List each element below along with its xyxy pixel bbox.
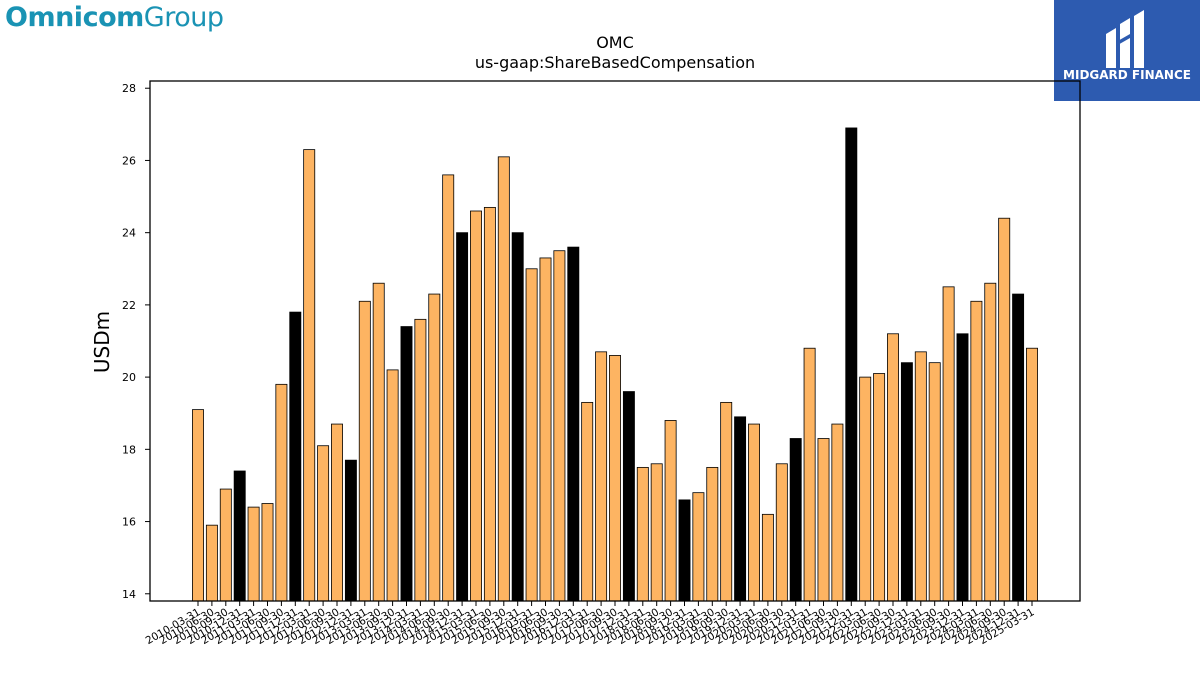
bar [581, 401, 594, 602]
y-tick-label: 20 [122, 371, 136, 384]
y-axis-label: USDm [90, 311, 114, 373]
y-tick-label: 18 [122, 443, 136, 456]
bar [914, 351, 927, 602]
y-tick-label: 28 [122, 82, 136, 95]
bar [636, 466, 649, 602]
bar [859, 376, 872, 602]
bar [692, 492, 705, 602]
bar [887, 333, 899, 602]
bar [942, 286, 955, 602]
logo-brand-text: MIDGARD FINANCE [1063, 68, 1191, 82]
y-tick-label: 22 [122, 299, 136, 312]
bar [400, 326, 413, 602]
bar [358, 300, 371, 602]
omnicom-logo: OmnicomGroup [5, 0, 224, 36]
midgard-mark-icon [1106, 10, 1144, 68]
bar [497, 156, 510, 602]
bar [761, 513, 774, 602]
bar [386, 369, 399, 602]
bar [678, 499, 691, 602]
bar [414, 318, 427, 602]
bar [956, 333, 969, 602]
bar [233, 470, 246, 602]
bar [720, 401, 733, 602]
bar [998, 217, 1011, 602]
logo-text-light: Group [143, 2, 224, 33]
bar [525, 268, 538, 602]
bar [275, 383, 288, 602]
bar [261, 503, 274, 602]
bar [470, 210, 482, 602]
bar [595, 351, 608, 602]
bar [748, 423, 760, 602]
bar [247, 506, 260, 602]
bar [511, 232, 524, 602]
bar [970, 300, 983, 602]
y-tick-label: 24 [122, 227, 136, 240]
bar [303, 149, 316, 602]
bar [289, 311, 302, 602]
bar [622, 391, 635, 602]
bar [845, 127, 858, 602]
bar [317, 445, 330, 602]
bar [734, 416, 747, 602]
bar [706, 466, 719, 602]
bar [331, 423, 343, 602]
midgard-finance-logo: MIDGARD FINANCE [1054, 0, 1200, 101]
bar [205, 524, 218, 602]
bar [553, 250, 566, 602]
y-tick-label: 26 [122, 154, 136, 167]
bar [539, 257, 552, 602]
bar [803, 347, 816, 602]
bar [1012, 293, 1025, 602]
bar [900, 362, 913, 602]
bar [1026, 347, 1038, 602]
bar [442, 174, 455, 602]
y-tick-label: 16 [122, 516, 136, 529]
bar [984, 282, 997, 602]
bar [789, 438, 802, 602]
plot-frame [149, 80, 1081, 602]
logo-text-bold: Omnicom [5, 2, 144, 33]
chart-subtitle: us-gaap:ShareBasedCompensation [475, 53, 755, 72]
bar [817, 438, 830, 602]
bar [928, 362, 941, 602]
chart-title: OMC [596, 33, 634, 52]
bar [483, 206, 496, 602]
bar [428, 293, 441, 602]
bar [831, 423, 844, 602]
bar-series [192, 127, 1038, 602]
bar [192, 409, 204, 602]
bar [609, 355, 621, 602]
bar [219, 488, 232, 602]
bar [775, 463, 788, 602]
bar [372, 282, 385, 602]
bar [344, 459, 357, 602]
bar [567, 246, 580, 602]
x-axis: 2010-03-312010-06-302010-09-302010-12-31… [144, 601, 1037, 647]
bar [650, 463, 663, 602]
bar [664, 420, 677, 602]
y-tick-label: 14 [122, 588, 136, 601]
bar [873, 373, 886, 602]
bar [456, 232, 469, 602]
y-axis: 14 16 18 20 22 24 26 28 [122, 82, 150, 601]
